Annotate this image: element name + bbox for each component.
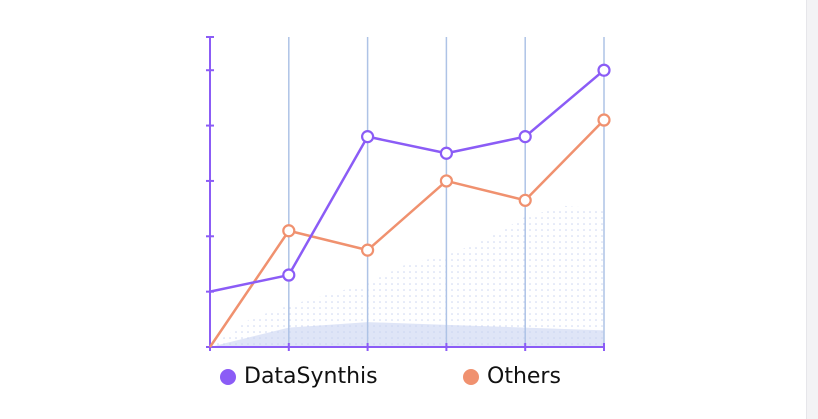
vertical-gridlines bbox=[288, 37, 605, 347]
data-point-datasynthis-1 bbox=[282, 268, 296, 282]
data-point-others-3 bbox=[439, 174, 453, 188]
data-point-datasynthis-5 bbox=[597, 63, 611, 77]
legend-marker-datasynthis bbox=[220, 368, 236, 385]
legend-item-others: Others bbox=[463, 364, 561, 389]
legend-marker-others bbox=[463, 368, 479, 385]
series-line-datasynthis bbox=[209, 69, 605, 293]
data-point-datasynthis-3 bbox=[439, 146, 453, 160]
legend-item-datasynthis: DataSynthis bbox=[220, 364, 378, 389]
data-point-datasynthis-2 bbox=[361, 130, 375, 144]
right-scroll-edge bbox=[806, 0, 818, 419]
data-point-others-4 bbox=[518, 193, 532, 207]
data-point-datasynthis-4 bbox=[518, 130, 532, 144]
data-point-others-2 bbox=[361, 243, 375, 257]
data-point-others-5 bbox=[597, 113, 611, 127]
data-point-others-1 bbox=[282, 224, 296, 238]
texture-area bbox=[210, 205, 604, 347]
decorative-texture bbox=[210, 205, 604, 347]
series-line-others bbox=[208, 119, 605, 348]
legend-label-others: Others bbox=[487, 364, 561, 389]
texture-band bbox=[210, 322, 604, 347]
series-layer bbox=[208, 63, 611, 348]
legend-label-datasynthis: DataSynthis bbox=[244, 364, 378, 389]
axes bbox=[206, 36, 605, 351]
